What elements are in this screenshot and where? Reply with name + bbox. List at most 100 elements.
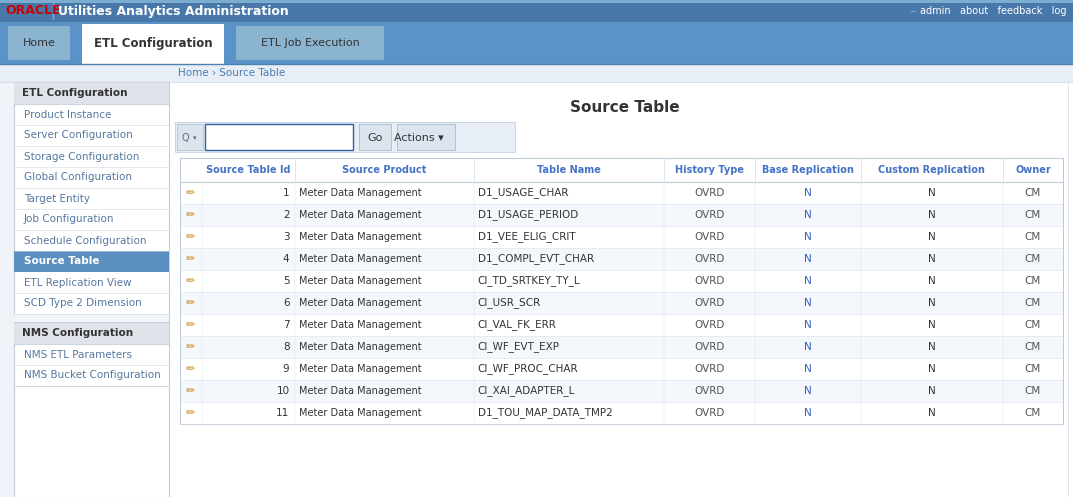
Text: D1_USAGE_PERIOD: D1_USAGE_PERIOD — [477, 210, 577, 221]
Text: CM: CM — [1025, 188, 1041, 198]
Text: N: N — [928, 254, 936, 264]
Text: OVRD: OVRD — [694, 232, 724, 242]
FancyBboxPatch shape — [180, 292, 1063, 314]
Text: 4: 4 — [283, 254, 290, 264]
Text: ─: ─ — [910, 6, 915, 15]
Text: OVRD: OVRD — [694, 320, 724, 330]
FancyBboxPatch shape — [180, 182, 1063, 204]
Text: CM: CM — [1025, 364, 1041, 374]
Text: CI_TD_SRTKEY_TY_L: CI_TD_SRTKEY_TY_L — [477, 275, 580, 286]
Text: ETL Replication View: ETL Replication View — [24, 277, 132, 287]
Text: CI_VAL_FK_ERR: CI_VAL_FK_ERR — [477, 320, 557, 331]
Text: N: N — [804, 408, 812, 418]
Text: Owner: Owner — [1015, 165, 1050, 175]
Text: 7: 7 — [283, 320, 290, 330]
Text: ✏: ✏ — [186, 210, 195, 220]
Text: Meter Data Management: Meter Data Management — [299, 386, 422, 396]
Text: OVRD: OVRD — [694, 298, 724, 308]
Text: 9: 9 — [283, 364, 290, 374]
FancyBboxPatch shape — [0, 64, 1073, 82]
Text: Source Table Id: Source Table Id — [206, 165, 291, 175]
Text: 5: 5 — [283, 276, 290, 286]
Text: 3: 3 — [283, 232, 290, 242]
Text: Source Product: Source Product — [342, 165, 427, 175]
FancyBboxPatch shape — [180, 158, 1063, 182]
Text: ▾: ▾ — [193, 135, 196, 141]
Text: OVRD: OVRD — [694, 188, 724, 198]
Text: Source Table: Source Table — [570, 100, 680, 115]
FancyBboxPatch shape — [170, 82, 1073, 497]
FancyBboxPatch shape — [180, 336, 1063, 358]
Text: OVRD: OVRD — [694, 364, 724, 374]
Text: Meter Data Management: Meter Data Management — [299, 276, 422, 286]
FancyBboxPatch shape — [180, 270, 1063, 292]
Text: N: N — [804, 320, 812, 330]
Text: CM: CM — [1025, 210, 1041, 220]
Text: Source Table: Source Table — [24, 256, 100, 266]
Text: Meter Data Management: Meter Data Management — [299, 210, 422, 220]
Text: 10: 10 — [277, 386, 290, 396]
Text: Meter Data Management: Meter Data Management — [299, 320, 422, 330]
Text: Q: Q — [181, 133, 189, 143]
FancyBboxPatch shape — [175, 122, 515, 152]
FancyBboxPatch shape — [180, 402, 1063, 424]
Text: Actions ▾: Actions ▾ — [394, 133, 444, 143]
Text: ETL Configuration: ETL Configuration — [23, 88, 128, 98]
Text: N: N — [804, 386, 812, 396]
FancyBboxPatch shape — [180, 204, 1063, 226]
Text: ✏: ✏ — [186, 276, 195, 286]
Text: CM: CM — [1025, 408, 1041, 418]
Text: Global Configuration: Global Configuration — [24, 172, 132, 182]
Text: OVRD: OVRD — [694, 276, 724, 286]
Text: ✏: ✏ — [186, 386, 195, 396]
Text: ✏: ✏ — [186, 254, 195, 264]
Text: CI_WF_EVT_EXP: CI_WF_EVT_EXP — [477, 341, 559, 352]
Text: CI_USR_SCR: CI_USR_SCR — [477, 298, 541, 309]
FancyBboxPatch shape — [14, 82, 170, 497]
Text: OVRD: OVRD — [694, 254, 724, 264]
Text: CM: CM — [1025, 276, 1041, 286]
Text: Meter Data Management: Meter Data Management — [299, 254, 422, 264]
FancyBboxPatch shape — [397, 124, 455, 150]
Text: N: N — [928, 320, 936, 330]
FancyBboxPatch shape — [0, 0, 1073, 22]
FancyBboxPatch shape — [180, 226, 1063, 248]
Text: ✏: ✏ — [186, 342, 195, 352]
Text: ✏: ✏ — [186, 188, 195, 198]
Text: N: N — [804, 342, 812, 352]
Text: ✏: ✏ — [186, 298, 195, 308]
FancyBboxPatch shape — [180, 358, 1063, 380]
Text: N: N — [928, 408, 936, 418]
Text: OVRD: OVRD — [694, 386, 724, 396]
Text: Product Instance: Product Instance — [24, 109, 112, 119]
Text: 6: 6 — [283, 298, 290, 308]
Text: Base Replication: Base Replication — [762, 165, 854, 175]
Text: ✏: ✏ — [186, 408, 195, 418]
Text: Schedule Configuration: Schedule Configuration — [24, 236, 147, 246]
FancyBboxPatch shape — [177, 124, 203, 150]
Text: Meter Data Management: Meter Data Management — [299, 232, 422, 242]
Text: N: N — [928, 342, 936, 352]
Text: N: N — [804, 298, 812, 308]
Text: NMS Configuration: NMS Configuration — [23, 328, 133, 338]
Text: N: N — [928, 232, 936, 242]
Text: ORACLE: ORACLE — [5, 4, 60, 17]
Text: admin   about   feedback   log: admin about feedback log — [920, 6, 1067, 16]
Text: N: N — [928, 188, 936, 198]
FancyBboxPatch shape — [8, 26, 70, 60]
Text: Meter Data Management: Meter Data Management — [299, 364, 422, 374]
Text: ETL Job Execution: ETL Job Execution — [261, 38, 359, 48]
Text: D1_USAGE_CHAR: D1_USAGE_CHAR — [477, 187, 568, 198]
Text: History Type: History Type — [675, 165, 744, 175]
Text: Meter Data Management: Meter Data Management — [299, 408, 422, 418]
Text: OVRD: OVRD — [694, 342, 724, 352]
FancyBboxPatch shape — [0, 0, 1073, 3]
Text: Job Configuration: Job Configuration — [24, 215, 115, 225]
Text: N: N — [804, 364, 812, 374]
Text: 8: 8 — [283, 342, 290, 352]
Text: Go: Go — [367, 133, 383, 143]
Text: N: N — [928, 276, 936, 286]
Text: CM: CM — [1025, 232, 1041, 242]
FancyBboxPatch shape — [14, 322, 170, 344]
FancyBboxPatch shape — [14, 314, 170, 322]
